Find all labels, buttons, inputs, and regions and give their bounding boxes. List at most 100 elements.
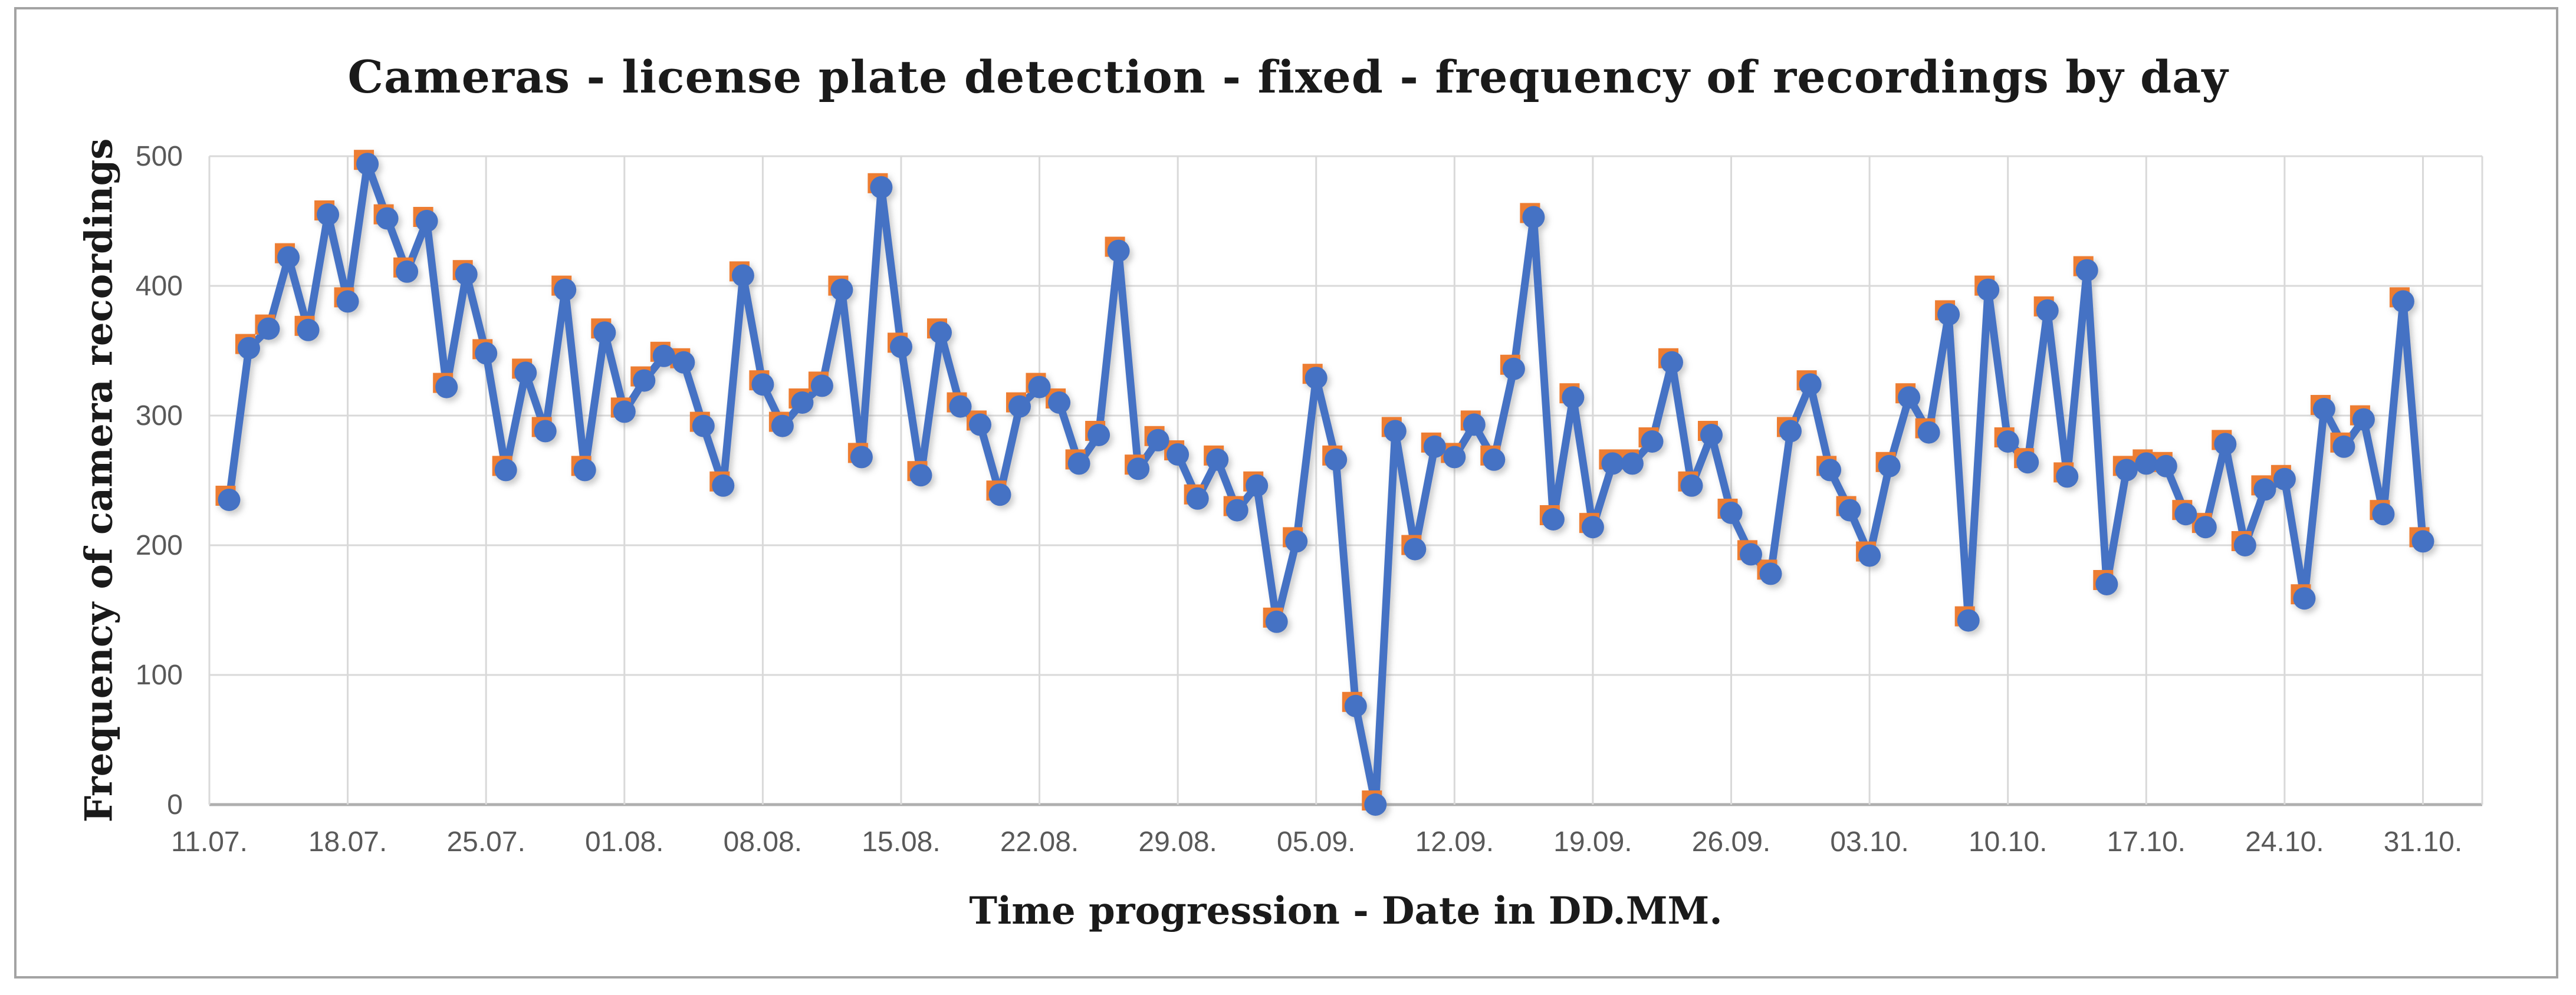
data-point: [2352, 408, 2375, 431]
data-point: [1048, 391, 1071, 414]
data-point: [1996, 430, 2019, 453]
y-tick-label: 100: [136, 660, 183, 691]
data-point: [1285, 530, 1308, 553]
data-point: [2194, 516, 2217, 539]
data-point: [1799, 373, 1822, 396]
data-point: [336, 290, 359, 313]
data-point: [317, 203, 340, 226]
data-point: [969, 413, 991, 436]
data-point: [1107, 239, 1130, 262]
data-point: [1779, 420, 1802, 443]
data-point: [2036, 299, 2059, 322]
data-point: [238, 337, 260, 360]
data-point: [1819, 459, 1842, 482]
data-point: [1483, 448, 1506, 471]
data-point: [1562, 386, 1585, 409]
data-point: [929, 321, 952, 344]
x-tick-label: 25.07.: [446, 826, 525, 858]
x-tick-label: 11.07.: [171, 826, 248, 858]
data-point: [1957, 609, 1980, 632]
figure-border: [14, 7, 2558, 978]
data-point: [791, 391, 814, 414]
data-point: [2253, 478, 2276, 501]
data-point: [2016, 451, 2039, 474]
data-point: [257, 317, 280, 340]
y-tick-label: 400: [136, 271, 183, 302]
data-point: [1463, 413, 1486, 436]
data-point: [2056, 465, 2079, 488]
data-point: [2411, 530, 2434, 553]
data-point: [1325, 448, 1348, 471]
data-point: [2312, 398, 2335, 420]
data-point: [435, 375, 458, 398]
data-point: [988, 483, 1011, 506]
data-point: [1917, 421, 1940, 444]
data-line: [225, 160, 2427, 809]
data-point: [1977, 278, 2000, 301]
data-point: [1443, 446, 1466, 469]
data-point: [870, 176, 893, 199]
data-point: [672, 351, 695, 374]
data-point: [1641, 430, 1664, 453]
data-point: [2214, 433, 2237, 456]
data-point: [1186, 487, 1209, 510]
data-point: [692, 414, 715, 437]
data-point: [218, 489, 241, 511]
data-point: [1700, 424, 1723, 446]
data-point: [2095, 573, 2118, 595]
chart-title: Cameras - license plate detection - fixe…: [347, 51, 2229, 103]
data-point: [2115, 459, 2138, 482]
data-point: [1720, 502, 1743, 524]
data-point: [2154, 454, 2177, 477]
data-point: [1542, 508, 1565, 531]
data-point: [1937, 303, 1960, 326]
data-point: [1087, 424, 1110, 446]
data-point: [415, 210, 438, 232]
data-point: [890, 335, 912, 358]
data-point: [1344, 694, 1367, 717]
data-point: [1878, 454, 1901, 477]
data-point: [475, 342, 498, 365]
x-tick-label: 29.08.: [1138, 826, 1217, 858]
data-point: [1364, 793, 1387, 816]
data-point: [1740, 543, 1762, 566]
data-point: [949, 395, 972, 418]
data-point: [652, 344, 675, 367]
x-tick-label: 18.07.: [308, 826, 387, 858]
x-tick-label: 24.10.: [2245, 826, 2324, 858]
x-axis-title: Time progression - Date in DD.MM.: [969, 889, 1723, 933]
data-point: [297, 318, 320, 341]
y-tick-label: 500: [136, 141, 183, 172]
data-point: [1858, 544, 1881, 567]
data-point: [1206, 448, 1229, 471]
data-point: [1502, 357, 1525, 380]
data-point: [1028, 375, 1051, 398]
data-point: [2075, 259, 2098, 282]
data-point: [613, 400, 636, 423]
y-tick-label: 200: [136, 530, 183, 561]
x-tick-label: 05.09.: [1277, 826, 1355, 858]
data-point: [633, 369, 656, 392]
data-point: [514, 361, 537, 384]
data-point: [1423, 435, 1446, 458]
data-point: [1384, 420, 1407, 443]
data-point: [2293, 587, 2316, 610]
data-point: [1127, 457, 1150, 480]
data-point: [396, 260, 419, 283]
data-point: [1265, 610, 1288, 633]
x-tick-label: 01.08.: [585, 826, 663, 858]
x-tick-label: 31.10.: [2384, 826, 2462, 858]
x-tick-label: 15.08.: [862, 826, 940, 858]
data-point: [751, 373, 774, 396]
y-tick-label: 300: [136, 400, 183, 431]
data-point: [712, 474, 735, 497]
data-point: [2233, 534, 2256, 556]
data-point: [1581, 516, 1604, 539]
data-point: [1601, 452, 1624, 475]
data-point: [771, 414, 794, 437]
y-tick-label: 0: [167, 789, 183, 821]
data-point: [2273, 467, 2296, 490]
data-point: [1246, 474, 1269, 497]
